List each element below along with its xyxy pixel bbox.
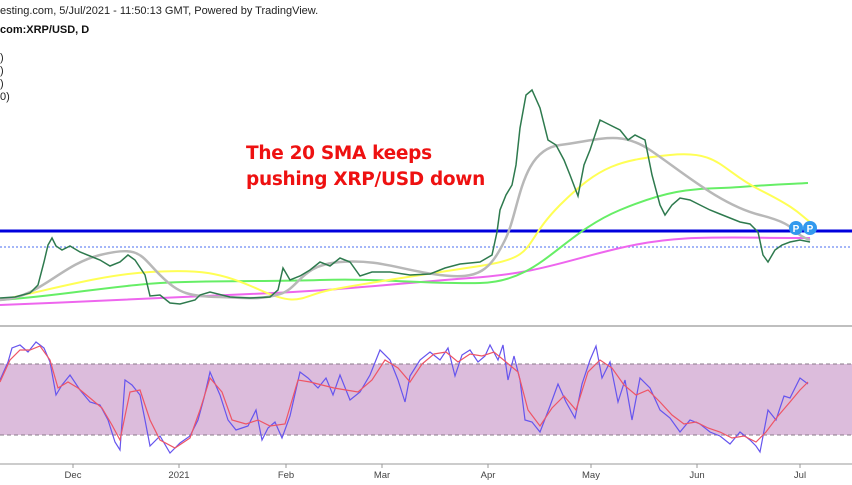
marker-p-1[interactable] <box>789 221 803 235</box>
annotation-line-2: pushing XRP/USD down <box>246 169 485 190</box>
x-axis-ticks <box>72 464 801 468</box>
marker-p-1-label: P <box>793 224 800 235</box>
sma200-line <box>0 236 811 306</box>
symbol-title: com:XRP/USD, D <box>0 24 90 36</box>
annotation-line-1: The 20 SMA keeps <box>246 143 432 164</box>
x-label-mar: Mar <box>373 470 391 481</box>
chart-source-line: esting.com, 5/Jul/2021 - 11:50:13 GMT, P… <box>0 5 319 17</box>
x-label-may: May <box>582 470 600 481</box>
x-label-feb: Feb <box>277 470 295 481</box>
stochastic-d-line <box>0 345 809 449</box>
marker-p-2-label: P <box>807 224 814 235</box>
chart-annotation: The 20 SMA keeps pushing XRP/USD down <box>246 141 485 193</box>
sma50-line <box>0 153 811 301</box>
sma100-line <box>0 182 809 301</box>
legend-sma50: ) <box>0 65 4 77</box>
x-label-dec: Dec <box>64 470 82 481</box>
stochastic-k-line <box>0 341 809 454</box>
x-label-2021: 2021 <box>168 470 190 481</box>
candlesticks <box>0 88 811 305</box>
legend-sma100: ) <box>0 78 4 90</box>
stochastic-band <box>0 364 852 435</box>
x-label-jul: Jul <box>793 470 807 481</box>
sma20-line <box>0 136 811 302</box>
x-label-apr: Apr <box>480 470 496 481</box>
legend-sma20: ) <box>0 52 4 64</box>
legend-sma200: 0) <box>0 91 10 103</box>
x-label-jun: Jun <box>689 470 705 481</box>
marker-p-2[interactable] <box>803 221 817 235</box>
